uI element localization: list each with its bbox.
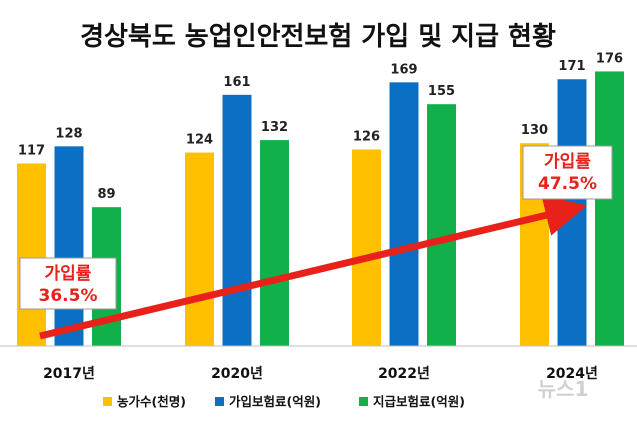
x-tick-label: 2017년 xyxy=(43,366,95,382)
x-axis-labels: 2017년 2020년 2022년 2024년 xyxy=(43,366,598,382)
data-label: 124 xyxy=(186,133,213,148)
bar-2020-s2 xyxy=(260,140,289,346)
legend-swatch xyxy=(215,397,224,406)
bar-2024-s2 xyxy=(595,71,624,346)
bar-2022-s1 xyxy=(389,82,419,347)
chart-title: 경상북도 농업인안전보험 가입 및 지급 현황 xyxy=(80,22,556,52)
legend: 농가수(천명) 가입보험료(억원) 지급보험료(억원) xyxy=(103,394,465,409)
data-label: 126 xyxy=(353,129,380,144)
callout-box xyxy=(19,257,117,310)
data-label: 176 xyxy=(596,51,623,66)
callout-value: 47.5% xyxy=(538,174,597,194)
data-label: 155 xyxy=(428,84,455,99)
trend-arrow xyxy=(39,194,588,340)
legend-swatch xyxy=(103,397,112,406)
x-tick-label: 2024년 xyxy=(546,366,598,382)
legend-label: 지급보험료(억원) xyxy=(373,394,465,409)
data-label: 132 xyxy=(261,120,288,135)
data-label: 169 xyxy=(390,62,417,77)
bar-2022-s0 xyxy=(352,149,381,346)
callout-value: 36.5% xyxy=(39,286,98,306)
data-label: 89 xyxy=(97,187,115,202)
legend-swatch xyxy=(359,397,368,406)
watermark-text: 뉴스1 xyxy=(538,377,589,401)
trend-arrow-group xyxy=(39,194,588,340)
legend-label: 농가수(천명) xyxy=(117,394,186,409)
callout-box xyxy=(522,145,613,200)
data-label: 161 xyxy=(223,75,250,90)
data-label: 130 xyxy=(521,123,548,138)
data-label: 117 xyxy=(18,143,45,158)
legend-label: 가입보험료(억원) xyxy=(229,394,321,409)
data-label: 171 xyxy=(558,59,585,74)
data-label: 128 xyxy=(55,126,82,141)
bar-2017-s0 xyxy=(17,163,46,346)
bar-2020-s0 xyxy=(185,152,214,346)
bar-2017-s1 xyxy=(54,146,84,346)
bar-2022-s2 xyxy=(427,104,456,346)
bar-2020-s1 xyxy=(222,94,252,346)
x-tick-label: 2020년 xyxy=(211,366,263,382)
callout-label: 가입률 xyxy=(544,152,591,172)
callout-label: 가입률 xyxy=(45,264,92,284)
x-tick-label: 2022년 xyxy=(378,366,430,382)
